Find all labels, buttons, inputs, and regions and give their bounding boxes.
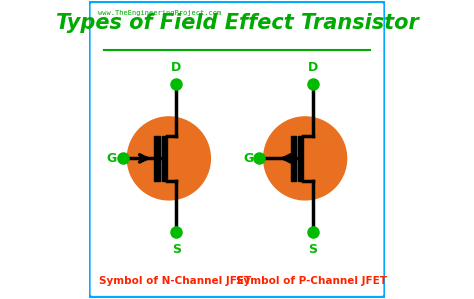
Circle shape xyxy=(128,117,210,200)
Polygon shape xyxy=(291,136,296,181)
Text: G: G xyxy=(243,152,253,165)
Text: G: G xyxy=(107,152,117,165)
Text: Types of Field Effect Transistor: Types of Field Effect Transistor xyxy=(55,13,419,33)
Text: Symbol of P-Channel JFET: Symbol of P-Channel JFET xyxy=(236,276,387,286)
FancyBboxPatch shape xyxy=(89,1,385,298)
Polygon shape xyxy=(162,136,167,181)
Text: www.TheEngineeringProject.com: www.TheEngineeringProject.com xyxy=(98,10,221,16)
Polygon shape xyxy=(155,136,160,181)
Polygon shape xyxy=(298,136,303,181)
Text: D: D xyxy=(171,61,182,74)
Text: S: S xyxy=(308,243,317,256)
Text: D: D xyxy=(308,61,318,74)
Text: Symbol of N-Channel JFET: Symbol of N-Channel JFET xyxy=(99,276,251,286)
Circle shape xyxy=(264,117,346,200)
Text: S: S xyxy=(172,243,181,256)
